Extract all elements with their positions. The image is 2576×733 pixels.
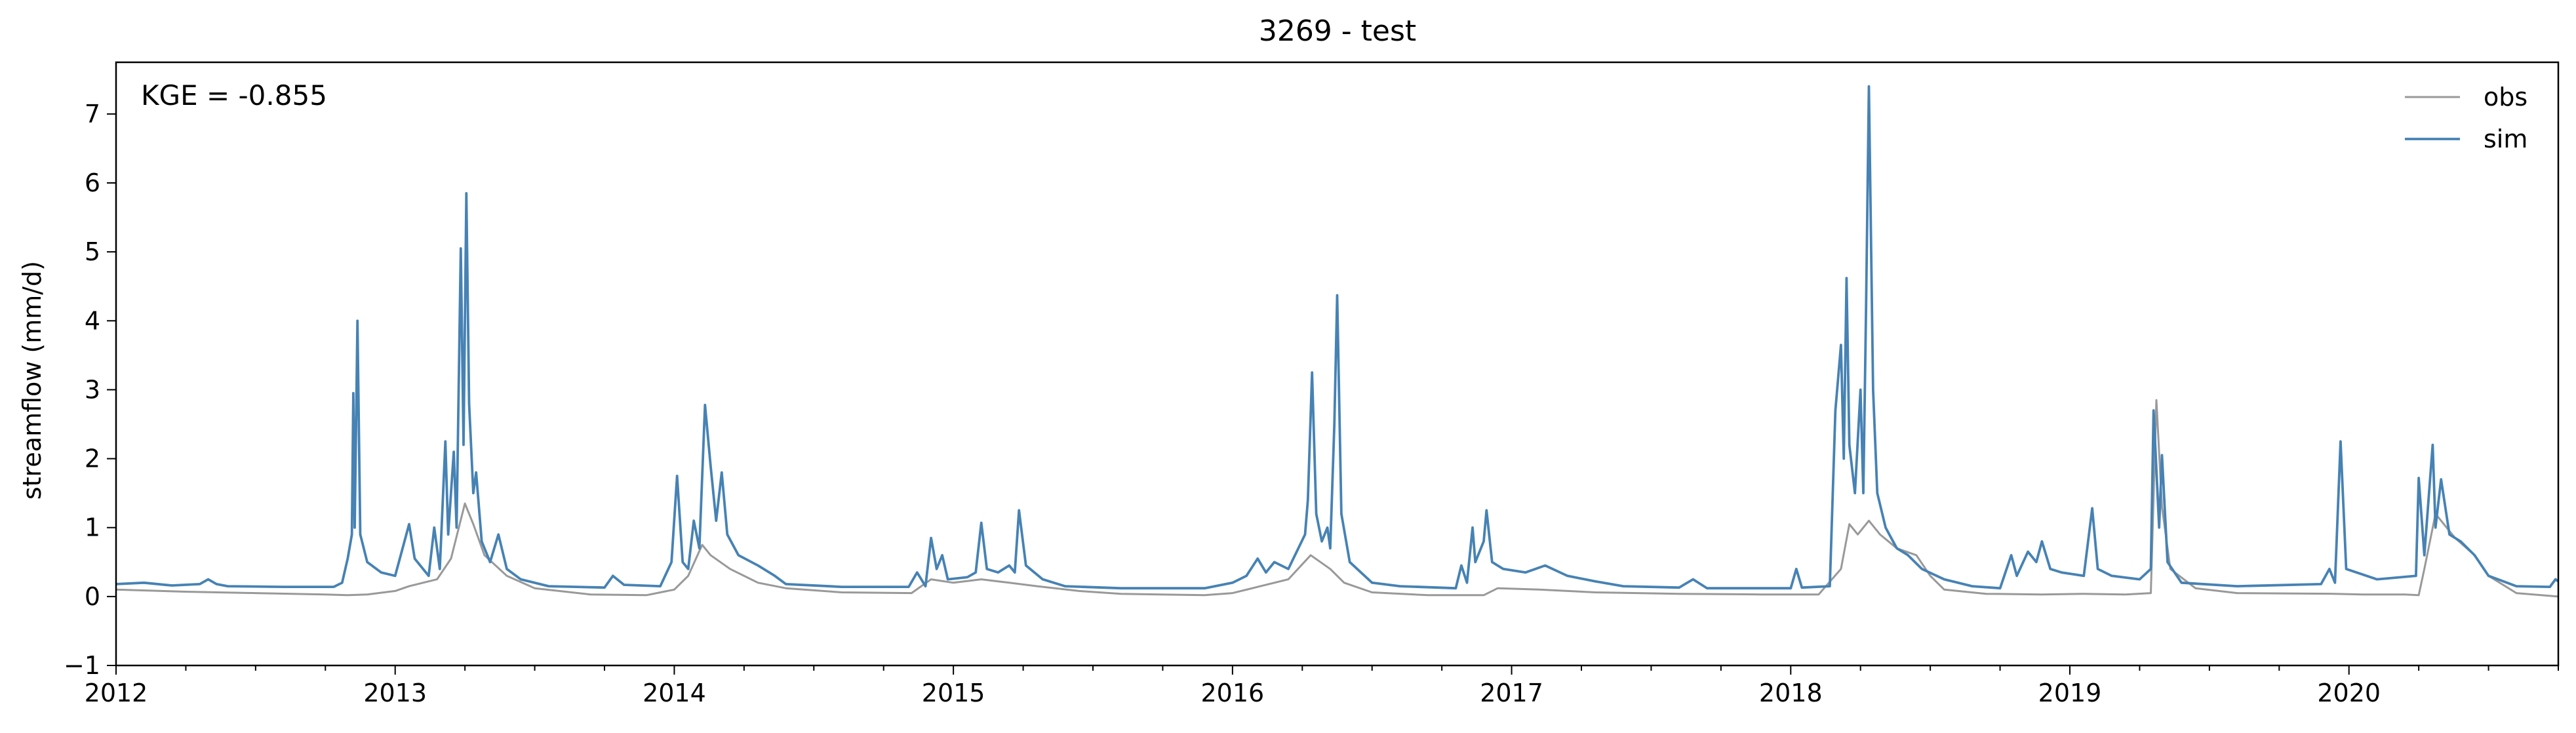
y-axis-label: streamflow (mm/d) [18, 261, 47, 500]
y-tick-label: −1 [64, 651, 100, 680]
y-tick-label: 0 [85, 582, 100, 611]
x-tick-label: 2012 [85, 679, 148, 707]
legend-label-sim: sim [2484, 125, 2527, 153]
series-line-sim [116, 85, 2558, 590]
series-layer [116, 85, 2558, 598]
x-tick-label: 2020 [2317, 679, 2381, 707]
x-axis: 2012 2013 2014 2015 2016 2017 2018 2019 2020 [85, 665, 2559, 707]
x-tick-label: 2019 [2038, 679, 2102, 707]
x-tick-label: 2014 [643, 679, 706, 707]
plot-area [116, 85, 2558, 598]
y-tick-label: 3 [85, 375, 100, 404]
y-axis: −1 0 1 2 3 4 5 6 7 [64, 100, 116, 680]
x-tick-label: 2015 [922, 679, 985, 707]
x-tick-label: 2013 [363, 679, 427, 707]
x-tick-label: 2016 [1200, 679, 1264, 707]
y-tick-label: 6 [85, 168, 100, 197]
x-tick-label: 2018 [1759, 679, 1823, 707]
y-tick-label: 4 [85, 306, 100, 335]
y-tick-label: 5 [85, 237, 100, 266]
plot-frame [115, 61, 2560, 667]
legend: obs sim [2405, 83, 2527, 153]
y-tick-label: 7 [85, 100, 100, 129]
y-tick-label: 2 [85, 445, 100, 473]
x-tick-label: 2017 [1480, 679, 1543, 707]
legend-label-obs: obs [2484, 83, 2527, 111]
chart-title: 3269 - test [1259, 14, 1416, 48]
kge-annotation: KGE = -0.855 [141, 79, 327, 111]
y-tick-label: 1 [85, 513, 100, 542]
